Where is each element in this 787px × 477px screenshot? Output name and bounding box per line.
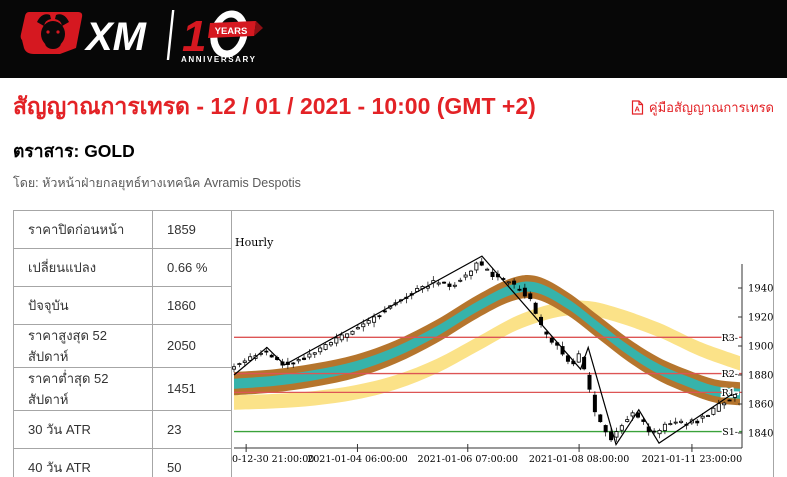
- stat-value: 0.66 %: [151, 247, 232, 287]
- price-chart-cell: Hourly R3- R2- R1- S1- 1940 1920 1900 1880 1860 18…: [230, 209, 775, 477]
- y-axis-label: 1900: [748, 342, 773, 353]
- y-axis-label: 1860: [748, 400, 773, 411]
- level-S1: S1-: [233, 426, 742, 440]
- stat-label: ราคาต่ำสุด 52 สัปดาห์: [13, 366, 153, 411]
- level-label: R2-: [722, 369, 738, 380]
- x-axis-label: 2021-01-08 08:00:00: [529, 454, 629, 465]
- stat-label: ราคาสูงสุด 52 สัปดาห์: [13, 323, 153, 368]
- guide-link[interactable]: A คู่มือสัญญาณการเทรด: [631, 97, 774, 118]
- byline: โดย: หัวหน้าฝ่ายกลยุทธ์ทางเทคนิค Avramis…: [13, 175, 301, 190]
- stat-label: ปัจจุบัน: [13, 285, 153, 325]
- axes: [233, 264, 743, 453]
- svg-text:1: 1: [182, 12, 206, 61]
- stat-label: เปลี่ยนแปลง: [13, 247, 153, 287]
- stat-value: 2050: [151, 323, 232, 368]
- x-axis-label: 0-12-30 21:00:00: [232, 454, 314, 465]
- xm-bull-icon: [20, 12, 83, 54]
- stat-value: 23: [151, 409, 232, 449]
- candles-layer: [231, 257, 737, 443]
- y-axis-label: 1880: [748, 371, 773, 382]
- anniversary-text: ANNIVERSARY: [181, 55, 257, 64]
- timeframe-label: Hourly: [235, 236, 274, 249]
- y-axis-label: 1840: [748, 429, 773, 440]
- stat-value: 1451: [151, 366, 232, 411]
- ma-band-brown: [233, 275, 740, 406]
- title-row: สัญญาณการเทรด - 12 / 01 / 2021 - 10:00 (…: [13, 92, 774, 121]
- stat-label: ราคาปิดก่อนหน้า: [13, 209, 153, 249]
- xm-logo: XM 1 YEARS ANNIVERSARY: [20, 10, 263, 64]
- logo-divider: [166, 10, 175, 60]
- guide-link-label: คู่มือสัญญาณการเทรด: [648, 100, 774, 115]
- zigzag-line: [233, 255, 733, 447]
- table-row: ราคาต่ำสุด 52 สัปดาห์ 1451: [13, 366, 774, 411]
- stat-value: 50: [151, 447, 232, 477]
- level-R3: R3-: [233, 332, 742, 346]
- page-title: สัญญาณการเทรด - 12 / 01 / 2021 - 10:00 (…: [13, 93, 536, 119]
- stats-table: ราคาปิดก่อนหน้า 1859 Hourly R3- R2- R1- S1- 194…: [13, 209, 775, 477]
- svg-text:A: A: [634, 105, 640, 114]
- y-axis-label: 1920: [748, 313, 773, 324]
- level-label: R3-: [722, 333, 738, 344]
- stat-label: 30 วัน ATR: [13, 409, 153, 449]
- level-label: S1-: [722, 427, 738, 438]
- x-axis-label: 2021-01-04 06:00:00: [307, 454, 407, 465]
- x-axis-label: 2021-01-11 23:00:00: [642, 454, 742, 465]
- ma-band-teal: [233, 281, 740, 400]
- stat-label: 40 วัน ATR: [13, 447, 153, 477]
- ma-band-yellow: [233, 300, 740, 411]
- pdf-icon: A: [631, 100, 643, 115]
- table-row: ราคาปิดก่อนหน้า 1859 Hourly R3- R2- R1- S1- 194…: [13, 209, 775, 477]
- stat-value: 1859: [151, 209, 232, 249]
- stat-value: 1860: [151, 285, 232, 325]
- anniversary-10-icon: 1 YEARS ANNIVERSARY: [181, 10, 263, 64]
- instrument-title: ตราสาร: GOLD: [13, 140, 135, 161]
- y-axis-label: 1940: [748, 284, 773, 295]
- logo-brand-text: XM: [84, 15, 148, 59]
- level-R2: R2-: [233, 368, 742, 382]
- anniversary-years-text: YEARS: [215, 26, 248, 37]
- gold-hourly-chart: HourlyR3-R2-R1-S1-1940192019001880186018…: [231, 236, 773, 465]
- table-row: 40 วัน ATR 50: [13, 447, 774, 477]
- header-bar: XM 1 YEARS ANNIVERSARY: [0, 0, 787, 78]
- x-axis-label: 2021-01-06 07:00:00: [418, 454, 518, 465]
